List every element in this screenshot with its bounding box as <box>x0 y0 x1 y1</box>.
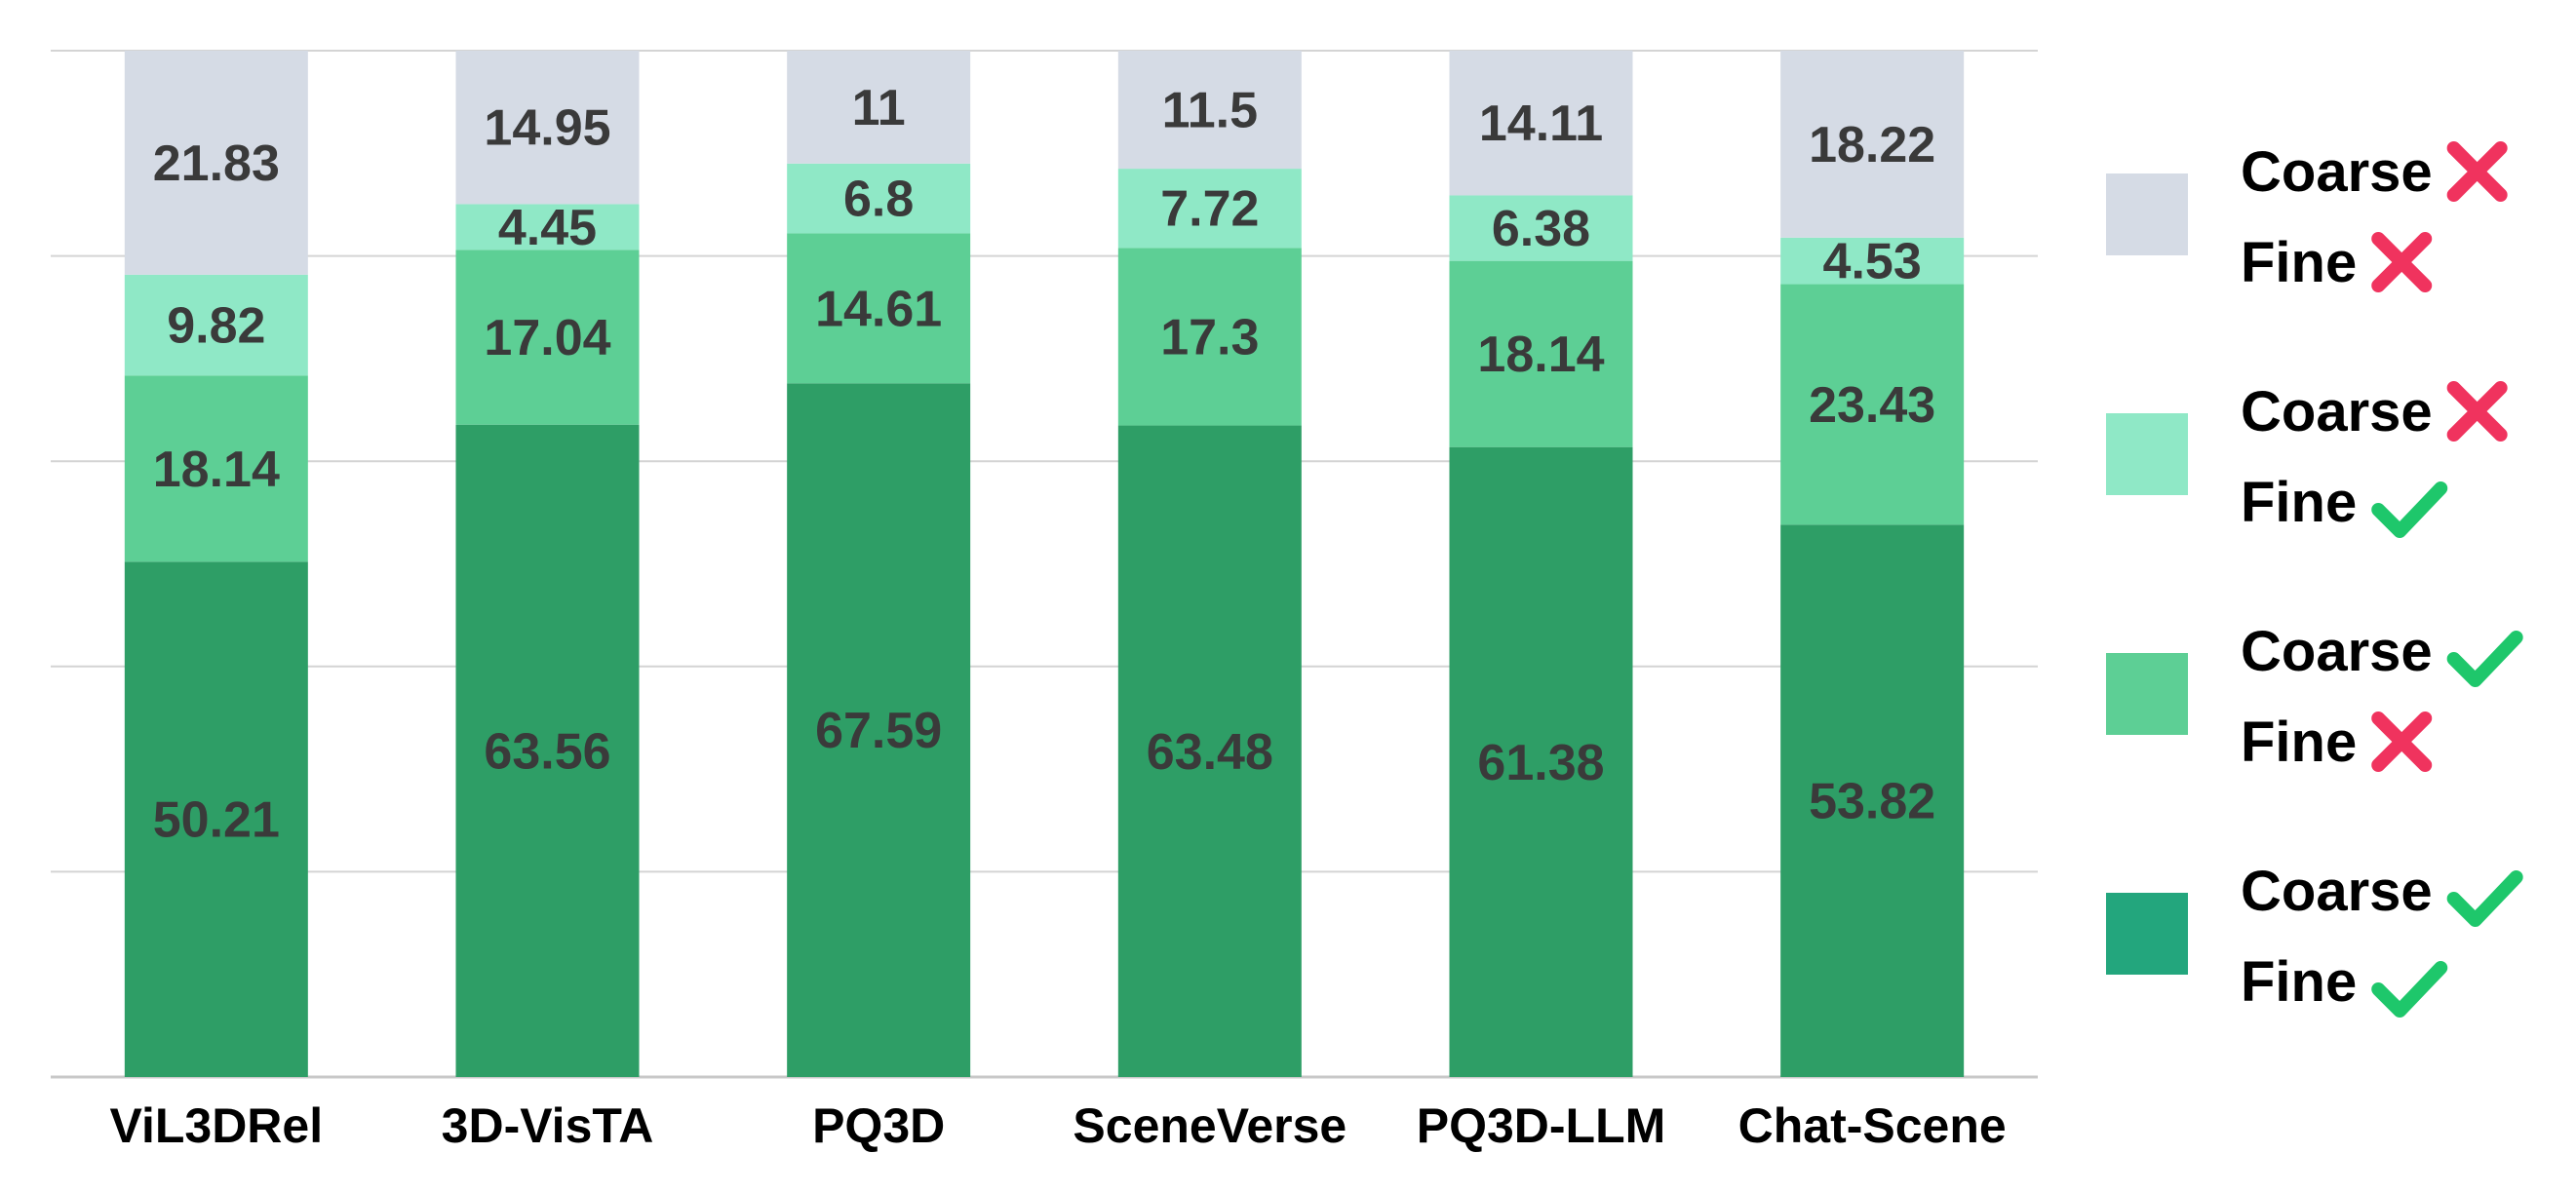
data-label: 18.22 <box>1809 117 1935 173</box>
bar-segment-coarse_correct_fine_correct <box>124 561 308 1077</box>
cross-icon <box>2446 381 2508 442</box>
data-label: 11.5 <box>1162 83 1258 139</box>
bar-segment-coarse_correct_fine_correct <box>1117 425 1302 1077</box>
bar-segment-coarse_wrong_fine_correct <box>1449 195 1633 261</box>
data-label: 63.56 <box>484 723 610 780</box>
cross-icon <box>2371 711 2433 772</box>
bar-segment-coarse_correct_fine_wrong <box>1449 260 1633 447</box>
legend-label: Fine <box>2241 471 2357 534</box>
bar-segment-coarse_correct_fine_wrong <box>124 375 308 562</box>
data-label: 17.3 <box>1160 309 1259 365</box>
data-label: 61.38 <box>1477 735 1604 791</box>
data-label: 23.43 <box>1809 377 1935 434</box>
data-labels: 50.21 18.14 9.82 21.83 63.56 17.04 4.45 14.95 67… <box>153 80 1935 849</box>
data-label: 11 <box>852 80 906 136</box>
x-tick-label: PQ3D-LLM <box>1417 1098 1666 1153</box>
legend-item-coarse_correct_fine_wrong: Coarse Fine <box>2106 620 2523 774</box>
legend-label: Fine <box>2241 711 2357 774</box>
data-label: 63.48 <box>1147 724 1273 781</box>
x-tick-label: SceneVerse <box>1073 1098 1347 1153</box>
check-icon <box>2446 631 2523 687</box>
check-icon <box>2371 961 2448 1018</box>
bar-segment-coarse_correct_fine_correct <box>1780 524 1965 1077</box>
data-label: 14.95 <box>484 100 610 157</box>
check-icon <box>2446 870 2523 927</box>
bar-segment-coarse_correct_fine_wrong <box>455 250 640 425</box>
legend-label: Coarse <box>2241 140 2433 204</box>
legend-item-coarse_wrong_fine_wrong: Coarse Fine <box>2106 140 2508 294</box>
data-label: 9.82 <box>167 298 265 355</box>
legend-item-coarse_wrong_fine_correct: Coarse Fine <box>2106 380 2508 538</box>
bar-segment-coarse_correct_fine_correct <box>1449 446 1633 1078</box>
x-tick-label: PQ3D <box>812 1098 945 1153</box>
data-label: 18.14 <box>153 442 280 498</box>
data-label: 4.45 <box>498 200 597 256</box>
legend-label: Fine <box>2241 231 2357 294</box>
bar-segment-coarse_correct_fine_correct <box>787 383 971 1077</box>
legend-label: Coarse <box>2241 860 2433 923</box>
bar-segments <box>124 50 1965 1078</box>
data-label: 14.11 <box>1479 96 1603 152</box>
x-tick-label: ViL3DRel <box>110 1098 324 1153</box>
legend-label: Coarse <box>2241 620 2433 683</box>
check-icon <box>2371 481 2448 538</box>
legend-label: Fine <box>2241 950 2357 1014</box>
data-label: 14.61 <box>815 281 942 337</box>
bar-segment-coarse_wrong_fine_wrong <box>787 51 971 164</box>
bar-segment-coarse_correct_fine_wrong <box>1780 284 1965 525</box>
data-label: 6.8 <box>843 172 914 228</box>
legend-swatch <box>2106 173 2188 255</box>
data-label: 4.53 <box>1823 234 1922 290</box>
data-label: 7.72 <box>1160 181 1259 238</box>
x-axis-tick-labels: ViL3DRel 3D-VisTA PQ3D SceneVerse PQ3D-LLM Ch… <box>110 1098 2007 1153</box>
data-label: 67.59 <box>815 703 942 759</box>
data-label: 50.21 <box>153 792 280 849</box>
legend-swatch <box>2106 413 2188 495</box>
data-label: 21.83 <box>153 135 280 192</box>
data-label: 6.38 <box>1492 201 1590 257</box>
legend-swatch <box>2106 653 2188 735</box>
legend-label: Coarse <box>2241 380 2433 443</box>
data-label: 18.14 <box>1477 327 1604 383</box>
legend: Coarse Fine Coarse Fine Coarse Fine Coarse Fine <box>2106 140 2523 1018</box>
bar-segment-coarse_correct_fine_wrong <box>787 233 971 384</box>
data-label: 17.04 <box>484 310 610 366</box>
bar-segment-coarse_wrong_fine_correct <box>1117 169 1302 249</box>
x-tick-label: 3D-VisTA <box>442 1098 654 1153</box>
data-label: 53.82 <box>1809 774 1935 830</box>
bar-segment-coarse_wrong_fine_wrong <box>124 51 308 275</box>
bar-segment-coarse_wrong_fine_correct <box>1780 237 1965 285</box>
bar-segment-coarse_wrong_fine_wrong <box>1117 51 1302 170</box>
cross-icon <box>2371 232 2433 292</box>
bar-segment-coarse_wrong_fine_correct <box>124 274 308 376</box>
cross-icon <box>2446 141 2508 202</box>
bar-segment-coarse_wrong_fine_wrong <box>455 51 640 205</box>
bar-segment-coarse_correct_fine_wrong <box>1117 248 1302 426</box>
legend-item-coarse_correct_fine_correct: Coarse Fine <box>2106 860 2523 1018</box>
bar-segment-coarse_wrong_fine_correct <box>455 204 640 250</box>
x-tick-label: Chat-Scene <box>1738 1098 2007 1153</box>
bar-segment-coarse_correct_fine_correct <box>455 424 640 1077</box>
bar-segment-coarse_wrong_fine_correct <box>787 163 971 234</box>
grid-lines <box>51 50 2038 1079</box>
bar-segment-coarse_wrong_fine_wrong <box>1780 51 1965 238</box>
legend-swatch <box>2106 893 2188 975</box>
bar-segment-coarse_wrong_fine_wrong <box>1449 50 1633 196</box>
